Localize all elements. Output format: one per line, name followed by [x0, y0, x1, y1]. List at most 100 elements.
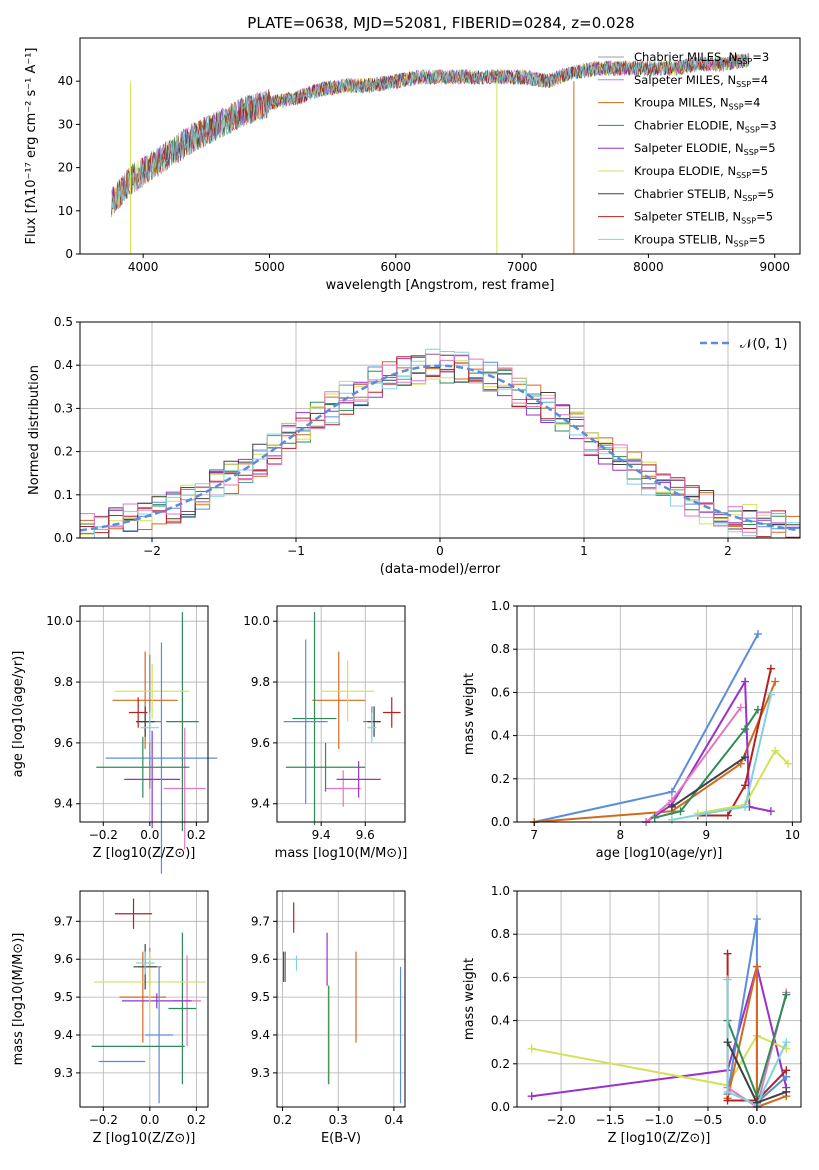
axes-weight-vs-Z: −2.0 −1.5 −1.0 −0.5 0.0 0.0 0.2 0.4 0.6 0.8 1.0 Z [… — [462, 884, 802, 1146]
error-bar — [135, 951, 155, 975]
x-tick-label: 4000 — [128, 260, 159, 274]
x-tick-label: 0.4 — [384, 1113, 403, 1127]
x-tick-label: −0.5 — [693, 1113, 722, 1127]
y-tick-label: 9.4 — [54, 1028, 73, 1042]
weight-marker — [723, 949, 732, 958]
error-bar — [166, 612, 199, 832]
y-axis-label: Normed distribution — [27, 365, 42, 495]
x-tick-label: 9.4 — [312, 828, 331, 842]
axes-frame — [79, 890, 209, 1108]
weight-line — [654, 709, 759, 819]
y-tick-label: 0.4 — [54, 358, 73, 372]
x-tick-label: −2.0 — [546, 1113, 575, 1127]
error-bar — [145, 966, 174, 1104]
error-bar — [367, 712, 377, 743]
histogram-step — [80, 356, 800, 538]
plot-area — [283, 612, 401, 826]
y-tick-label: 0.5 — [54, 315, 73, 329]
error-bar — [121, 993, 192, 1009]
weight-marker — [527, 1044, 536, 1053]
weight-marker — [782, 1066, 791, 1075]
weight-marker — [752, 1098, 761, 1107]
y-axis-label: mass weight — [462, 673, 477, 755]
x-tick-label: −0.2 — [89, 1113, 118, 1127]
axes-mass-vs-ebv: 0.2 0.3 0.4 9.3 9.4 9.5 9.6 9.7 E(B-V) — [251, 890, 406, 1146]
histogram-step — [80, 360, 800, 539]
weight-marker — [736, 703, 745, 712]
error-bar — [93, 951, 206, 1013]
y-tick-label: 30 — [58, 117, 73, 131]
y-tick-label: 9.8 — [251, 675, 270, 689]
weight-marker — [771, 677, 780, 686]
y-tick-label: 0.3 — [54, 401, 73, 415]
x-tick-label: −1.0 — [644, 1113, 673, 1127]
weight-marker — [782, 990, 791, 999]
x-tick-label: 9.6 — [356, 828, 375, 842]
x-axis-label: Z [log10(Z/Z⊙)] — [608, 1131, 711, 1146]
x-tick-label: 0.3 — [329, 1113, 348, 1127]
weight-marker — [723, 1096, 732, 1105]
y-axis-label: age [log10(age/yr)] — [11, 651, 26, 778]
weight-marker — [650, 813, 659, 822]
y-tick-label: 0.0 — [491, 815, 510, 829]
x-tick-label: 9000 — [759, 260, 790, 274]
weight-marker — [723, 975, 732, 984]
y-tick-label: 9.3 — [54, 1066, 73, 1080]
weight-marker — [784, 759, 793, 768]
x-tick-label: 0 — [436, 544, 444, 558]
error-bar — [321, 660, 375, 722]
y-tick-label: 10.0 — [46, 614, 73, 628]
weight-line — [697, 668, 772, 817]
weight-marker — [527, 1092, 536, 1101]
legend: Chabrier MILES, NSSP=3 Salpeter MILES, NS… — [598, 50, 777, 248]
error-bar — [168, 932, 197, 1085]
weight-line — [645, 706, 742, 823]
weight-marker — [752, 962, 761, 971]
weight-line — [697, 749, 789, 815]
x-axis-label: Z [log10(Z/Z⊙)] — [93, 846, 196, 861]
y-tick-label: 10.0 — [243, 614, 270, 628]
y-tick-label: 0.6 — [491, 685, 510, 699]
x-tick-label: −1.5 — [595, 1113, 624, 1127]
plot-area — [79, 348, 801, 539]
error-bar — [325, 770, 361, 807]
weight-marker — [766, 690, 775, 699]
y-tick-label: 9.7 — [251, 914, 270, 928]
x-tick-label: 10 — [785, 828, 800, 842]
x-axis-label: Z [log10(Z/Z⊙)] — [93, 1131, 196, 1146]
y-tick-label: 9.4 — [251, 1028, 270, 1042]
plot-area — [283, 902, 402, 1104]
y-tick-label: 0.8 — [491, 927, 510, 941]
y-tick-label: 40 — [58, 74, 73, 88]
y-tick-label: 0.0 — [54, 531, 73, 545]
y-tick-label: 0.8 — [491, 642, 510, 656]
x-tick-label: 8000 — [633, 260, 664, 274]
x-axis-label: (data-model)/error — [380, 562, 501, 577]
y-tick-label: 9.5 — [54, 990, 73, 1004]
weight-marker — [741, 753, 750, 762]
y-tick-label: 0.1 — [54, 488, 73, 502]
y-tick-label: 20 — [58, 161, 73, 175]
x-tick-label: 0.0 — [140, 1113, 159, 1127]
y-tick-label: 0.2 — [491, 772, 510, 786]
plot-area — [530, 630, 793, 826]
y-tick-label: 9.3 — [251, 1066, 270, 1080]
error-bar — [292, 612, 337, 826]
y-tick-label: 1.0 — [491, 884, 510, 898]
y-tick-label: 9.5 — [251, 990, 270, 1004]
axes-spectrum: 4000 5000 6000 7000 8000 9000 0 10 20 30 40 wavelen… — [24, 37, 801, 293]
y-axis-label: Flux [fλ10⁻¹⁷ erg cm⁻² s⁻¹ A⁻¹] — [24, 48, 39, 245]
x-tick-label: 0.2 — [187, 828, 206, 842]
weight-marker — [752, 915, 761, 924]
y-tick-label: 0.4 — [491, 1014, 510, 1028]
y-tick-label: 9.4 — [54, 797, 73, 811]
x-tick-label: 1 — [580, 544, 588, 558]
axes-residuals: −2 −1 0 1 2 0.0 0.1 0.2 0.3 0.4 0.5 (data-model)/er… — [27, 315, 801, 577]
weight-marker — [782, 1038, 791, 1047]
error-bar — [114, 898, 153, 929]
error-bar — [105, 642, 218, 874]
legend-label: Kroupa ELODIE, NSSP=5 — [634, 164, 768, 180]
error-bar — [124, 730, 181, 829]
weight-marker — [723, 1038, 732, 1047]
x-axis-label: age [log10(age/yr)] — [596, 846, 723, 861]
